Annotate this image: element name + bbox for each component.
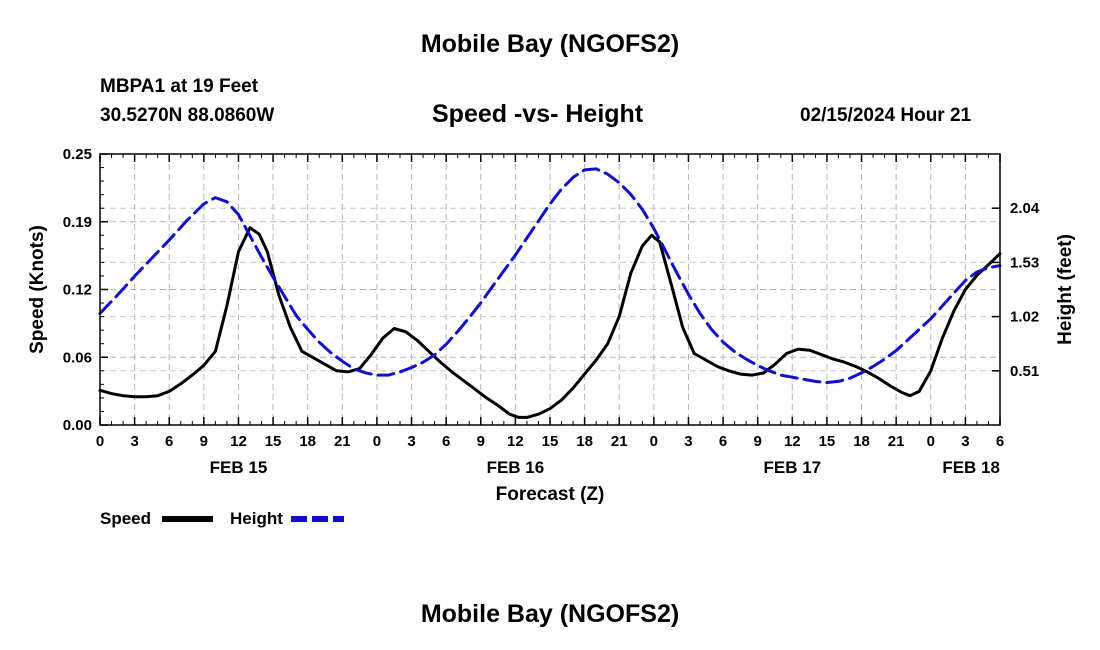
y-left-tick-label: 0.19 [63,214,92,231]
y-left-tick-label: 0.06 [63,349,92,366]
y-left-tick-label: 0.00 [63,417,92,434]
legend-speed-label: Speed [100,509,152,528]
y-axis-right-label: Height (feet) [1055,234,1076,345]
legend-height-label: Height [230,509,283,528]
y-right-tick-label: 2.04 [1010,200,1040,217]
x-tick-label: 6 [719,433,727,450]
x-tick-label: 21 [611,433,628,450]
x-tick-label: 6 [442,433,450,450]
x-tick-label: 3 [130,433,138,450]
x-tick-label: 6 [165,433,173,450]
legend-height-swatch [291,516,344,522]
x-tick-label: 3 [684,433,692,450]
x-tick-label: 12 [507,433,524,450]
x-tick-label: 3 [961,433,969,450]
x-tick-label: 6 [996,433,1004,450]
axis-layer: 0 3 6 9 12 15 18 21 0 3 6 9 12 15 18 21 0 3 6 9 12 15 18 21 0 3 6 F… [63,146,1040,477]
x-date-label: FEB 16 [487,458,545,477]
x-tick-label: 0 [650,433,658,450]
series-line-speed [98,226,1002,419]
x-tick-label: 9 [477,433,485,450]
x-tick-label: 18 [576,433,593,450]
x-tick-label: 15 [542,433,559,450]
y-axis-left-label: Speed (Knots) [27,225,48,354]
x-date-label: FEB 15 [210,458,268,477]
x-tick-label: 21 [334,433,351,450]
x-axis-label: Forecast (Z) [496,484,605,505]
x-date-label: FEB 18 [942,458,1000,477]
x-tick-label: 0 [373,433,381,450]
x-tick-label: 18 [853,433,870,450]
chart-title: Mobile Bay (NGOFS2) [420,30,680,58]
x-tick-label: 15 [819,433,836,450]
x-tick-label: 12 [784,433,801,450]
x-tick-label: 21 [888,433,905,450]
x-tick-label: 0 [96,433,104,450]
x-tick-label: 18 [299,433,316,450]
series-line-height [98,167,1002,384]
station-coordinates: 30.5270N 88.0860W [100,105,275,126]
x-tick-label: 15 [265,433,282,450]
legend-speed-swatch [162,516,213,522]
station-name: MBPA1 at 19 Feet [100,76,259,97]
x-tick-label: 3 [407,433,415,450]
y-left-tick-label: 0.12 [63,282,92,299]
x-tick-label: 9 [200,433,208,450]
y-right-tick-label: 1.53 [1010,254,1039,271]
x-tick-label: 0 [927,433,935,450]
x-tick-label: 12 [230,433,247,450]
x-date-label: FEB 17 [763,458,821,477]
y-right-tick-label: 0.51 [1010,363,1039,380]
x-tick-label: 9 [754,433,762,450]
footer-title: Mobile Bay (NGOFS2) [420,600,680,628]
plot-subtitle: Speed -vs- Height [432,100,644,128]
y-left-tick-label: 0.25 [63,146,92,163]
forecast-run-time: 02/15/2024 Hour 21 [800,105,972,126]
grid-layer [100,154,1000,425]
y-right-tick-label: 1.02 [1010,309,1039,326]
series-layer [98,167,1002,419]
